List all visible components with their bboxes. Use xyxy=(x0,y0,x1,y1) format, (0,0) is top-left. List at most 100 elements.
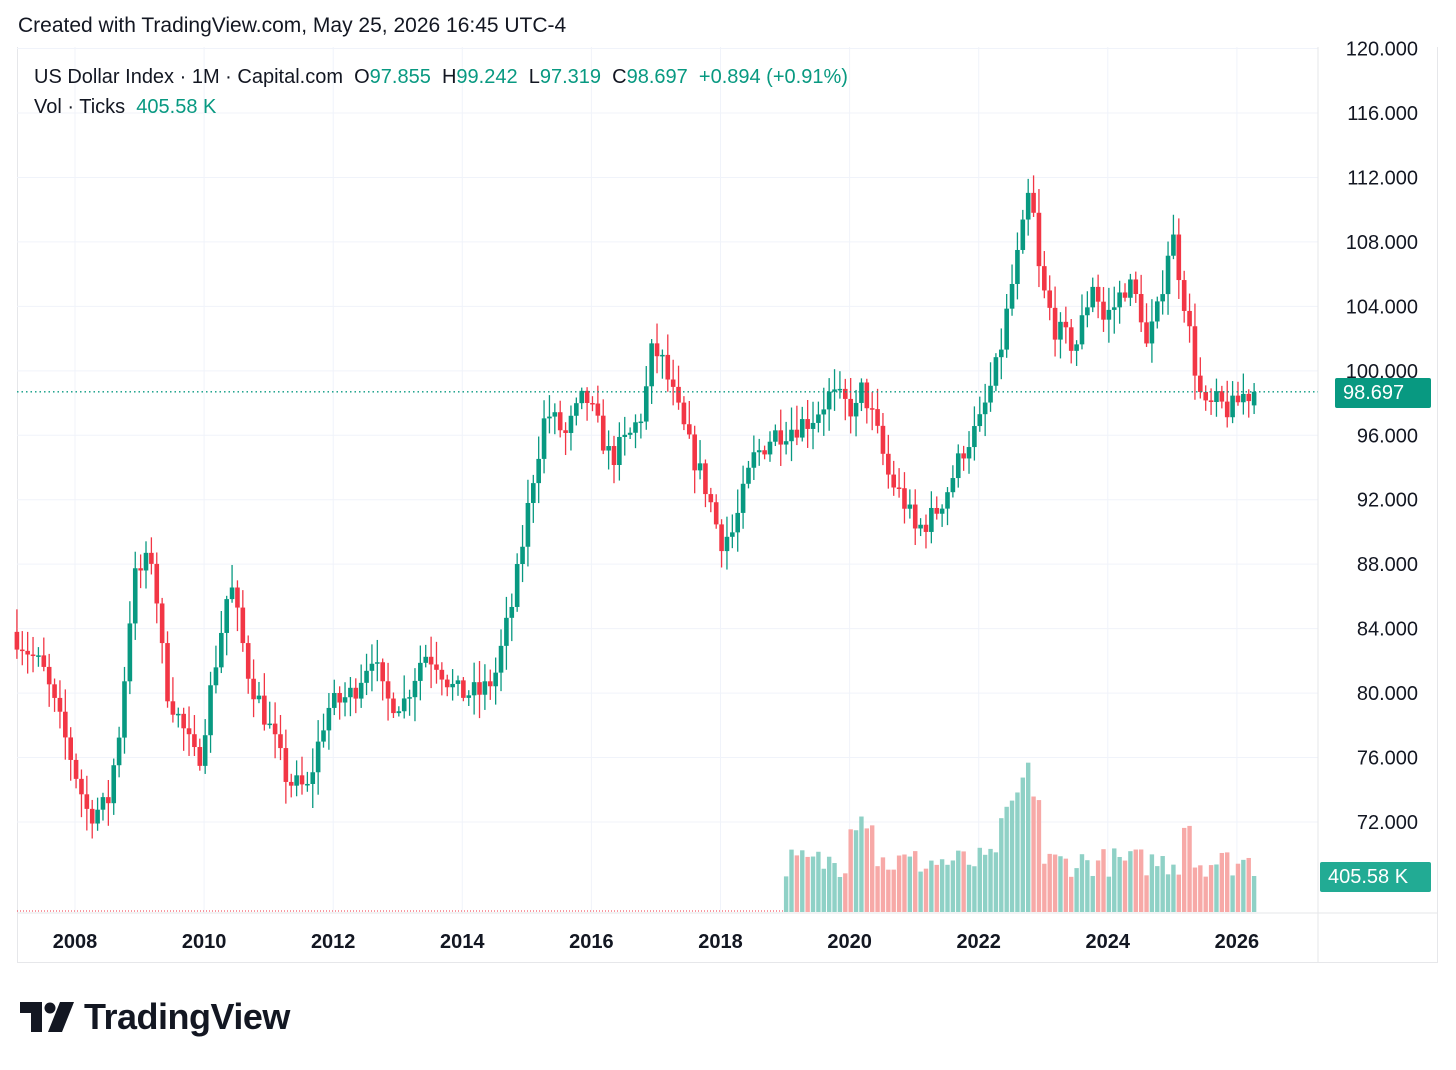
volume-bar[interactable] xyxy=(1230,875,1235,912)
volume-bar[interactable] xyxy=(1138,849,1144,912)
volume-bar[interactable] xyxy=(934,864,939,912)
candle-body[interactable] xyxy=(1219,391,1225,402)
volume-bar[interactable] xyxy=(794,855,800,912)
candle-body[interactable] xyxy=(1181,280,1187,311)
volume-bar[interactable] xyxy=(1036,800,1042,912)
candle-body[interactable] xyxy=(547,416,552,419)
candle-body[interactable] xyxy=(1106,309,1112,320)
candle-body[interactable] xyxy=(794,429,800,438)
volume-bar[interactable] xyxy=(956,850,961,912)
volume-bar[interactable] xyxy=(1246,857,1251,912)
candle-body[interactable] xyxy=(799,419,805,438)
candle-body[interactable] xyxy=(923,524,929,532)
candle-body[interactable] xyxy=(697,463,703,471)
candle-body[interactable] xyxy=(649,343,654,387)
candle-body[interactable] xyxy=(584,390,590,404)
candle-body[interactable] xyxy=(1047,290,1053,308)
candle-body[interactable] xyxy=(896,487,902,490)
candle-body[interactable] xyxy=(703,463,708,495)
volume-bar[interactable] xyxy=(1079,854,1085,912)
volume-bar[interactable] xyxy=(977,847,982,912)
candle-body[interactable] xyxy=(756,450,762,453)
candle-body[interactable] xyxy=(251,678,256,700)
volume-bar[interactable] xyxy=(869,825,875,912)
candle-body[interactable] xyxy=(149,552,154,564)
candle-body[interactable] xyxy=(364,670,369,683)
candle-body[interactable] xyxy=(902,488,907,509)
candle-body[interactable] xyxy=(272,723,278,735)
candle-body[interactable] xyxy=(907,504,913,509)
candle-body[interactable] xyxy=(41,655,47,667)
candle-body[interactable] xyxy=(1251,391,1257,406)
candle-body[interactable] xyxy=(1009,283,1015,309)
candle-body[interactable] xyxy=(541,418,547,459)
volume-bar[interactable] xyxy=(859,816,864,912)
candle-body[interactable] xyxy=(1165,255,1171,295)
volume-bar[interactable] xyxy=(1015,792,1020,912)
candle-body[interactable] xyxy=(1160,294,1165,302)
candle-body[interactable] xyxy=(305,783,310,786)
candle-body[interactable] xyxy=(143,552,149,571)
volume-bar[interactable] xyxy=(1144,875,1149,912)
candle-body[interactable] xyxy=(751,452,757,468)
candle-body[interactable] xyxy=(891,474,897,488)
candle-body[interactable] xyxy=(219,632,224,668)
candle-body[interactable] xyxy=(348,687,353,698)
candle-body[interactable] xyxy=(1031,192,1036,213)
candle-body[interactable] xyxy=(939,508,945,514)
candle-body[interactable] xyxy=(159,603,165,644)
candle-body[interactable] xyxy=(1241,393,1246,403)
candle-body[interactable] xyxy=(1230,395,1235,418)
volume-bar[interactable] xyxy=(1181,827,1187,912)
candle-body[interactable] xyxy=(434,664,439,670)
candle-body[interactable] xyxy=(665,354,671,380)
candle-body[interactable] xyxy=(213,667,219,686)
candle-body[interactable] xyxy=(278,734,283,749)
candle-body[interactable] xyxy=(1176,234,1182,281)
candle-body[interactable] xyxy=(988,385,993,403)
volume-bar[interactable] xyxy=(1095,860,1101,912)
volume-bar[interactable] xyxy=(1031,796,1036,912)
volume-bar[interactable] xyxy=(972,866,977,912)
candle-body[interactable] xyxy=(52,684,57,698)
candle-body[interactable] xyxy=(428,656,434,665)
candle-body[interactable] xyxy=(240,607,246,644)
volume-bar[interactable] xyxy=(945,864,950,912)
candle-body[interactable] xyxy=(262,695,267,725)
volume-bar[interactable] xyxy=(1149,854,1155,912)
candle-body[interactable] xyxy=(1192,326,1198,376)
candle-body[interactable] xyxy=(1025,192,1031,220)
candle-body[interactable] xyxy=(256,695,262,700)
volume-bar[interactable] xyxy=(1214,864,1219,912)
candle-body[interactable] xyxy=(1214,391,1219,402)
volume-bar[interactable] xyxy=(810,856,816,912)
candle-body[interactable] xyxy=(202,735,208,766)
candle-body[interactable] xyxy=(100,797,106,810)
candle-body[interactable] xyxy=(1144,322,1149,344)
candle-body[interactable] xyxy=(864,382,870,409)
candle-body[interactable] xyxy=(1090,286,1096,308)
candle-body[interactable] xyxy=(1111,307,1117,310)
candle-body[interactable] xyxy=(461,680,466,698)
candle-body[interactable] xyxy=(1149,321,1155,344)
volume-bar[interactable] xyxy=(988,848,993,912)
candle-body[interactable] xyxy=(229,587,235,600)
candle-body[interactable] xyxy=(358,682,364,699)
candle-body[interactable] xyxy=(84,794,90,809)
candle-body[interactable] xyxy=(471,682,477,696)
volume-bar[interactable] xyxy=(907,856,913,912)
candle-body[interactable] xyxy=(455,680,461,684)
candle-body[interactable] xyxy=(552,412,558,417)
candle-body[interactable] xyxy=(19,649,25,652)
candle-body[interactable] xyxy=(713,502,719,525)
volume-bar[interactable] xyxy=(880,857,886,912)
candle-body[interactable] xyxy=(63,711,68,738)
candle-body[interactable] xyxy=(245,643,251,679)
volume-bar[interactable] xyxy=(1219,852,1225,912)
candle-body[interactable] xyxy=(439,669,445,680)
candle-body[interactable] xyxy=(165,643,170,702)
candle-body[interactable] xyxy=(1198,375,1203,392)
candle-body[interactable] xyxy=(961,453,966,459)
candle-body[interactable] xyxy=(773,430,778,442)
candle-body[interactable] xyxy=(536,458,541,484)
